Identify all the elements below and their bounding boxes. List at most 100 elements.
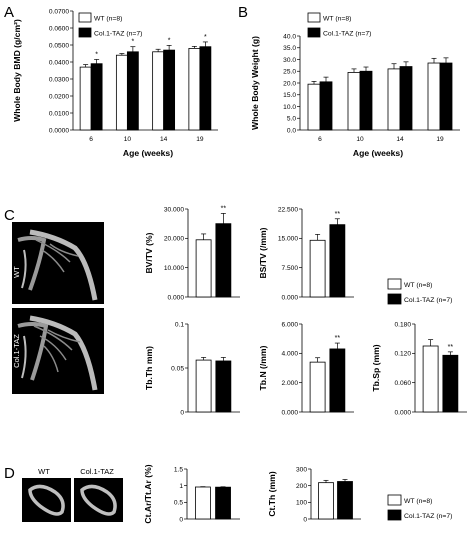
x-axis-label: Age (weeks): [123, 148, 173, 158]
bar-wt: [152, 51, 165, 131]
bar-wt: [422, 345, 439, 413]
bar-taz: [90, 63, 103, 131]
y-axis-label: BS/TV (/mm): [258, 227, 268, 278]
x-axis-label: Age (weeks): [353, 148, 403, 158]
y-tick-label: 0.1: [175, 321, 184, 328]
y-tick-label: 25.0: [283, 69, 296, 76]
y-tick-label: 0.060: [394, 380, 411, 387]
legend-d: WT (n=8) Col.1-TAZ (n=7): [387, 494, 452, 521]
legend-label-wt: WT (n=8): [94, 16, 122, 23]
bar-taz: [215, 486, 231, 520]
legend-swatch-wt: [387, 494, 402, 506]
panel-label-d: D: [4, 465, 15, 482]
significance-marker: *: [95, 51, 98, 58]
bar-wt: [309, 361, 326, 413]
legend-label-wt: WT (n=8): [404, 498, 432, 505]
bar-taz: [399, 66, 413, 131]
y-tick-label: 0.0000: [49, 127, 70, 134]
significance-marker: *: [132, 39, 135, 46]
legend-c: WT (n=8) Col.1-TAZ (n=7): [387, 278, 452, 305]
bar-wt: [347, 72, 361, 131]
chart-tb-n: 0.000 2.000 4.000 6.000 Tb.N (/mm) **: [258, 321, 354, 416]
y-tick-label: 0: [303, 516, 307, 523]
bar-taz: [215, 223, 232, 298]
y-tick-label: 0.000: [281, 409, 298, 416]
chart-body-weight: 0.0 5.0 10.0 15.0 20.0 25.0 30.0 35.0 40.0 Whole …: [250, 33, 460, 158]
significance-marker: **: [448, 344, 454, 351]
y-tick-label: 0.000: [281, 294, 298, 301]
microct-image-wt: WT: [12, 222, 104, 304]
y-tick-label: 6.000: [281, 321, 298, 328]
y-tick-label: 35.0: [283, 45, 296, 52]
image-label-d-wt: WT: [38, 467, 50, 476]
y-axis-label: Tb.N (/mm): [258, 345, 268, 390]
microct-image-taz: Col.1-TAZ: [12, 308, 104, 394]
bar-taz: [126, 51, 139, 131]
bar-wt: [309, 239, 326, 298]
bar-wt: [427, 62, 441, 131]
bar-wt: [195, 359, 212, 413]
cortical-image-taz: [74, 478, 123, 522]
panel-label-b: B: [238, 4, 248, 21]
chart-ct-ar: 0 0.5 1 1.5 Ct.Ar/Tt.Ar (%): [143, 464, 240, 524]
legend-swatch-taz: [78, 27, 92, 38]
cortical-image-wt: [22, 478, 71, 522]
bar-wt: [318, 482, 334, 520]
x-tick-label: 19: [196, 136, 204, 143]
image-label-taz: Col.1-TAZ: [12, 334, 21, 368]
y-tick-label: 4.000: [281, 351, 298, 358]
y-axis-label: Ct.Th (mm): [267, 471, 277, 516]
significance-marker: **: [335, 211, 341, 218]
image-label-d-taz: Col.1-TAZ: [80, 467, 114, 476]
x-tick-label: 10: [356, 136, 364, 143]
y-tick-label: 15.0: [283, 92, 296, 99]
legend-b: WT (n=8) Col.1-TAZ (n=7): [307, 12, 371, 38]
y-tick-label: 0.0200: [49, 93, 70, 100]
legend-swatch-wt: [307, 12, 321, 23]
legend-swatch-taz: [307, 27, 321, 38]
x-tick-label: 6: [318, 136, 322, 143]
x-tick-label: 19: [436, 136, 444, 143]
bar-taz: [163, 49, 176, 131]
y-tick-label: 0.5: [174, 500, 183, 507]
y-axis-label: Whole Body BMD (g/cm²): [12, 19, 22, 122]
x-tick-label: 6: [89, 136, 93, 143]
bar-wt: [115, 54, 128, 131]
image-label-wt: WT: [12, 266, 21, 278]
y-axis-label: Whole Body Weight (g): [250, 36, 260, 130]
legend-a: WT (n=8) Col.1-TAZ (n=7): [78, 12, 142, 38]
bar-taz: [215, 360, 232, 413]
y-tick-label: 20.000: [164, 236, 185, 243]
y-tick-label: 0: [180, 409, 184, 416]
bar-taz: [329, 224, 346, 298]
bar-wt: [194, 486, 211, 520]
y-axis-label: BV/TV (%): [144, 232, 154, 273]
chart-tb-th: 0 0.05 0.1 Tb.Th mm): [144, 321, 240, 416]
y-tick-label: 10.0: [283, 104, 296, 111]
y-tick-label: 0.0300: [49, 76, 70, 83]
bar-taz: [337, 481, 353, 520]
panel-label-c: C: [4, 207, 15, 224]
y-tick-label: 0.0500: [49, 42, 70, 49]
y-tick-label: 40.0: [283, 33, 296, 40]
bar-taz: [442, 354, 459, 413]
significance-marker: *: [204, 34, 207, 41]
chart-bs-tv: 0.000 7.500 15.000 22.500 BS/TV (/mm) **: [258, 206, 354, 301]
y-tick-label: 0.0100: [49, 110, 70, 117]
y-tick-label: 300: [296, 466, 307, 473]
y-axis-label: Ct.Ar/Tt.Ar (%): [143, 464, 153, 523]
chart-bmd: 0.0000 0.0100 0.0200 0.0300 0.0400 0.0500 0.06…: [12, 8, 218, 158]
bar-wt: [387, 68, 401, 131]
bar-taz: [439, 62, 453, 131]
y-tick-label: 0.000: [167, 294, 184, 301]
bar-wt: [307, 83, 321, 131]
y-axis-label: Tb.Th mm): [144, 346, 154, 390]
legend-label-wt: WT (n=8): [404, 282, 432, 289]
bar-taz: [329, 348, 346, 413]
y-tick-label: 0: [179, 516, 183, 523]
legend-swatch-taz: [387, 509, 402, 521]
x-tick-label: 10: [124, 136, 132, 143]
y-tick-label: 0.000: [394, 409, 411, 416]
y-tick-label: 0.120: [394, 351, 411, 358]
